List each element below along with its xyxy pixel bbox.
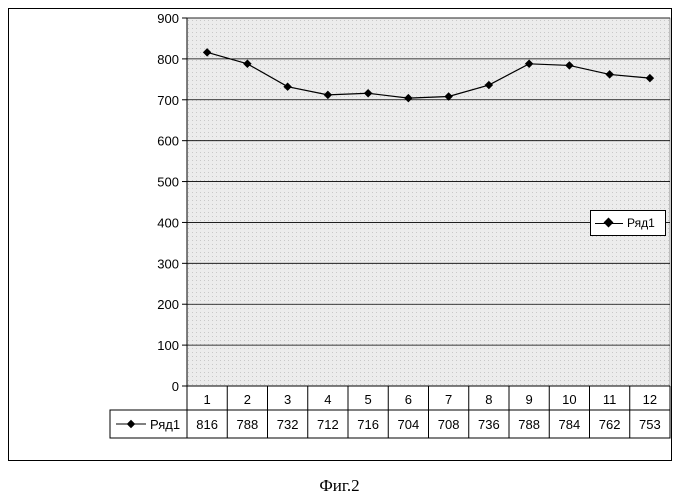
- x-tick-label: 7: [445, 392, 452, 407]
- x-tick-label: 3: [284, 392, 291, 407]
- y-tick-label: 500: [157, 175, 179, 190]
- data-table-value: 732: [277, 417, 299, 432]
- plot-area: [187, 18, 670, 386]
- figure-caption: Фиг.2: [0, 476, 679, 496]
- y-tick-label: 600: [157, 134, 179, 149]
- x-tick-label: 10: [562, 392, 576, 407]
- data-table-key-marker: [127, 420, 135, 428]
- data-table-value: 784: [559, 417, 581, 432]
- legend-label: Ряд1: [627, 216, 655, 230]
- x-tick-label: 5: [365, 392, 372, 407]
- legend-marker-icon: [595, 217, 623, 229]
- data-table-value: 753: [639, 417, 661, 432]
- x-tick-label: 8: [485, 392, 492, 407]
- x-tick-label: 1: [204, 392, 211, 407]
- y-tick-label: 800: [157, 52, 179, 67]
- data-table-value: 708: [438, 417, 460, 432]
- data-table-value: 704: [398, 417, 420, 432]
- data-table-value: 712: [317, 417, 339, 432]
- y-tick-label: 0: [172, 379, 179, 394]
- y-axis: 0 100 200 300 400 500 600 700 800 900: [157, 11, 187, 394]
- y-tick-label: 100: [157, 338, 179, 353]
- x-tick-label: 6: [405, 392, 412, 407]
- x-axis: 123456789101112: [187, 386, 670, 410]
- data-table-row: [110, 410, 670, 438]
- data-table-value: 762: [599, 417, 621, 432]
- y-tick-label: 300: [157, 256, 179, 271]
- line-chart: 0100200300400500600700800900 12345678910…: [0, 0, 679, 470]
- x-tick-label: 11: [603, 392, 617, 407]
- data-table-series-label: Ряд1: [150, 417, 180, 432]
- x-tick-label: 2: [244, 392, 251, 407]
- data-table: Ряд1 816 788 732 712 716 704 708 736 788 784 762 753: [110, 410, 670, 438]
- legend: Ряд1: [590, 210, 666, 236]
- data-table-value: 736: [478, 417, 500, 432]
- x-tick-label: 12: [643, 392, 657, 407]
- y-tick-label: 900: [157, 11, 179, 26]
- data-table-value: 816: [196, 417, 218, 432]
- data-table-value: 716: [357, 417, 379, 432]
- data-table-value: 788: [518, 417, 540, 432]
- y-tick-label: 400: [157, 215, 179, 230]
- x-tick-label: 4: [324, 392, 331, 407]
- y-tick-label: 200: [157, 297, 179, 312]
- data-table-value: 788: [237, 417, 259, 432]
- x-tick-label: 9: [526, 392, 533, 407]
- y-tick-label: 700: [157, 93, 179, 108]
